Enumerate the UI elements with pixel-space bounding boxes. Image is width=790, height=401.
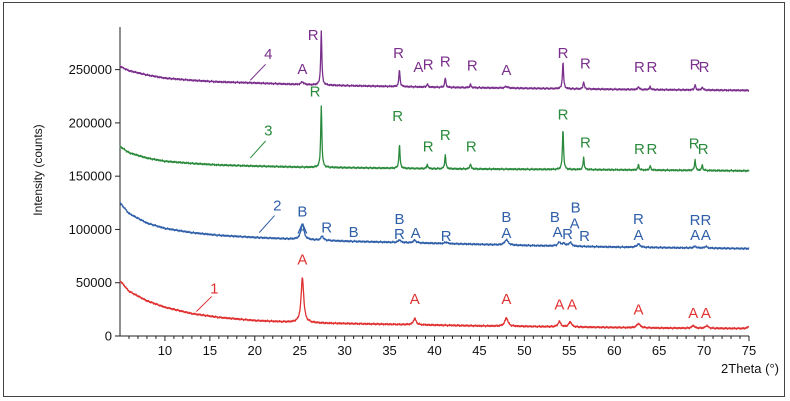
- peak-label-R: R: [647, 141, 658, 158]
- series-4-label: 4: [264, 46, 272, 63]
- y-tick-label: 50000: [76, 275, 112, 290]
- series-2-label: 2: [273, 197, 281, 214]
- x-tick-label: 10: [158, 343, 172, 358]
- peak-label-R: R: [633, 211, 644, 228]
- axes: 10 15 20 25 30 35 40 45 50 55 60 65 70 75 0 50000 100000…: [69, 27, 756, 358]
- y-tick-label: 0: [105, 329, 112, 344]
- peak-label-R: R: [467, 58, 478, 75]
- peak-label-B: B: [394, 211, 404, 228]
- y-tick-label: 100000: [69, 222, 112, 237]
- peak-label-R: R: [634, 59, 645, 76]
- peak-label-A: A: [297, 61, 307, 78]
- series-4-trace: [119, 30, 750, 92]
- peak-label-R: R: [700, 212, 711, 229]
- peak-label-A: A: [554, 296, 564, 313]
- peak-label-R: R: [440, 53, 451, 70]
- peak-label-A: A: [501, 291, 511, 308]
- x-tick-label: 70: [697, 343, 711, 358]
- peak-label-R: R: [466, 139, 477, 156]
- x-tick-label: 50: [517, 343, 531, 358]
- peak-label-A: A: [701, 227, 711, 244]
- peak-label-A: A: [501, 62, 511, 79]
- series-1-trace: [119, 277, 750, 331]
- peak-label-B: B: [501, 209, 511, 226]
- traces: [119, 30, 750, 331]
- peak-label-R: R: [310, 83, 321, 100]
- series-3-trace: [119, 105, 750, 173]
- peak-label-R: R: [441, 228, 452, 245]
- peak-label-A: A: [701, 305, 711, 322]
- peak-label-R: R: [699, 59, 710, 76]
- peak-label-R: R: [647, 59, 658, 76]
- peak-label-R: R: [579, 228, 590, 245]
- y-tick-label: 150000: [69, 169, 112, 184]
- x-tick-label: 45: [472, 343, 486, 358]
- series-1-leader: [196, 296, 213, 312]
- peak-label-R: R: [423, 57, 434, 74]
- peak-label-R: R: [321, 220, 332, 237]
- peak-label-R: R: [698, 141, 709, 158]
- x-tick-label: 60: [607, 343, 621, 358]
- peak-label-A: A: [413, 59, 423, 76]
- peak-label-A: A: [570, 215, 580, 232]
- peak-label-R: R: [392, 108, 403, 125]
- series-4-leader: [249, 63, 266, 81]
- peak-label-A: A: [553, 224, 563, 241]
- peak-label-A: A: [633, 227, 643, 244]
- series-2-trace: [119, 202, 750, 250]
- x-tick-label: 35: [382, 343, 396, 358]
- peak-label-R: R: [580, 134, 591, 151]
- x-tick-label: 15: [203, 343, 217, 358]
- peak-label-A: A: [501, 225, 511, 242]
- peak-label-R: R: [423, 139, 434, 156]
- peak-label-R: R: [308, 27, 319, 44]
- peak-label-A: A: [411, 225, 421, 242]
- x-tick-label: 30: [337, 343, 351, 358]
- peak-label-A: A: [567, 296, 577, 313]
- peak-label-B: B: [349, 224, 359, 241]
- peak-label-R: R: [580, 56, 591, 73]
- x-tick-label: 20: [248, 343, 262, 358]
- peak-label-R: R: [558, 107, 569, 124]
- y-tick-label: 250000: [69, 62, 112, 77]
- x-tick-label: 65: [652, 343, 666, 358]
- peak-label-R: R: [394, 226, 405, 243]
- peak-label-R: R: [634, 141, 645, 158]
- x-tick-label: 25: [292, 343, 306, 358]
- peak-label-A: A: [297, 221, 307, 238]
- peak-label-R: R: [558, 45, 569, 62]
- series-2-leader: [258, 215, 275, 233]
- series-3-label: 3: [264, 123, 272, 140]
- peak-label-R: R: [690, 57, 701, 74]
- peak-label-R: R: [440, 127, 451, 144]
- peak-label-A: A: [690, 227, 700, 244]
- peak-label-A: A: [410, 291, 420, 308]
- peak-label-A: A: [688, 305, 698, 322]
- series-1-label: 1: [210, 280, 218, 297]
- x-tick-label: 55: [562, 343, 576, 358]
- x-tick-label: 40: [427, 343, 441, 358]
- y-tick-label: 200000: [69, 115, 112, 130]
- y-axis-label: Intensity (counts): [31, 124, 45, 215]
- peak-label-A: A: [297, 252, 307, 269]
- series-3-leader: [249, 140, 266, 159]
- figure-frame: [3, 2, 785, 397]
- peak-label-R: R: [393, 45, 404, 62]
- peak-label-B: B: [571, 199, 581, 216]
- peak-label-R: R: [690, 212, 701, 229]
- peak-label-A: A: [633, 302, 643, 319]
- peak-label-R: R: [689, 135, 700, 152]
- peak-label-R: R: [562, 226, 573, 243]
- peak-label-B: B: [297, 204, 307, 221]
- x-axis-label: 2Theta (°): [721, 361, 779, 376]
- peak-label-B: B: [550, 209, 560, 226]
- x-tick-label: 75: [742, 343, 756, 358]
